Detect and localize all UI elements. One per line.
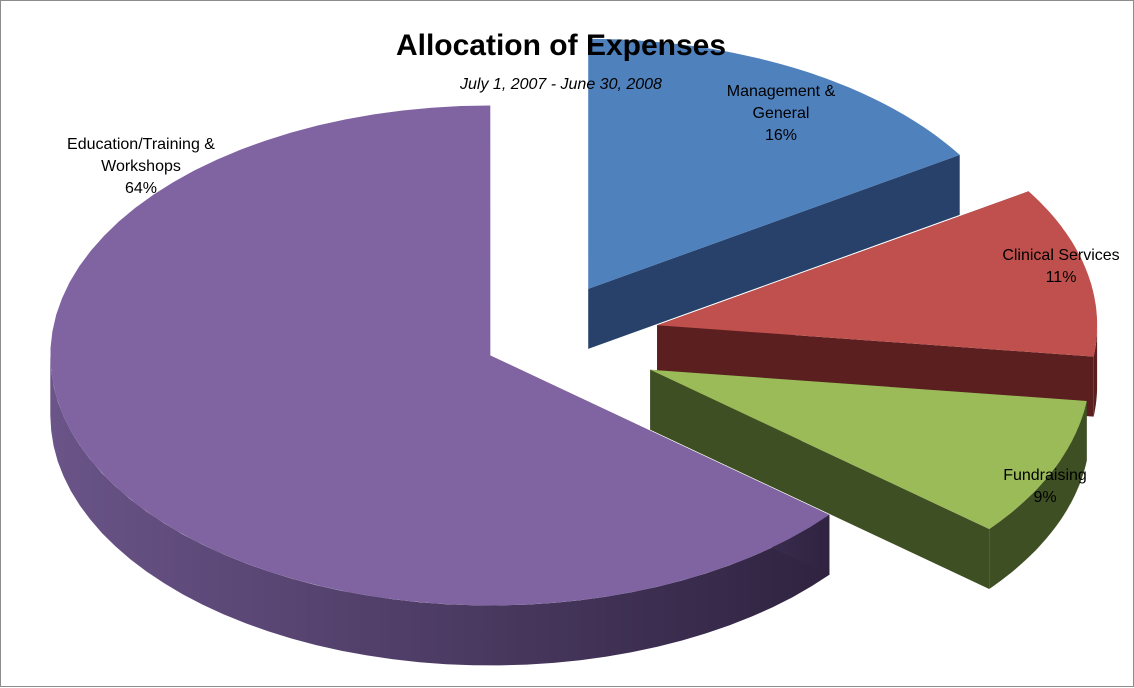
- label-clinical-services: Clinical Services 11%: [961, 245, 1134, 289]
- chart-title: Allocation of Expenses: [395, 29, 727, 62]
- chart-subtitle: July 1, 2007 - June 30, 2008: [460, 76, 662, 93]
- slice-education-training: [50, 105, 830, 666]
- label-line: Clinical Services: [1002, 247, 1120, 264]
- label-line: Management &: [726, 83, 836, 100]
- label-pct: 9%: [1033, 489, 1057, 506]
- label-management-general: Management & General 16%: [681, 81, 881, 147]
- label-line: Fundraising: [1003, 467, 1087, 484]
- slice-fundraising: [650, 369, 1087, 590]
- slice-side-wall: [989, 401, 1087, 589]
- label-pct: 64%: [124, 180, 158, 197]
- slice-top-face: [588, 38, 960, 289]
- slice-management-general: [588, 38, 960, 349]
- label-pct: 11%: [1045, 269, 1077, 286]
- label-pct: 16%: [764, 127, 798, 144]
- slice-top-face: [657, 191, 1098, 357]
- slice-side-wall: [50, 355, 830, 666]
- slice-top-face: [650, 369, 1087, 529]
- label-education-training: Education/Training & Workshops 64%: [21, 134, 261, 200]
- slice-side-wall: [1093, 325, 1098, 417]
- slice-cut-face: [588, 154, 960, 349]
- label-line: Education/Training &: [67, 136, 215, 153]
- slice-top-face: [50, 105, 830, 606]
- label-fundraising: Fundraising 9%: [961, 465, 1129, 509]
- slice-cut-face: [650, 369, 990, 590]
- label-line: Workshops: [101, 158, 181, 175]
- label-line: General: [752, 105, 810, 122]
